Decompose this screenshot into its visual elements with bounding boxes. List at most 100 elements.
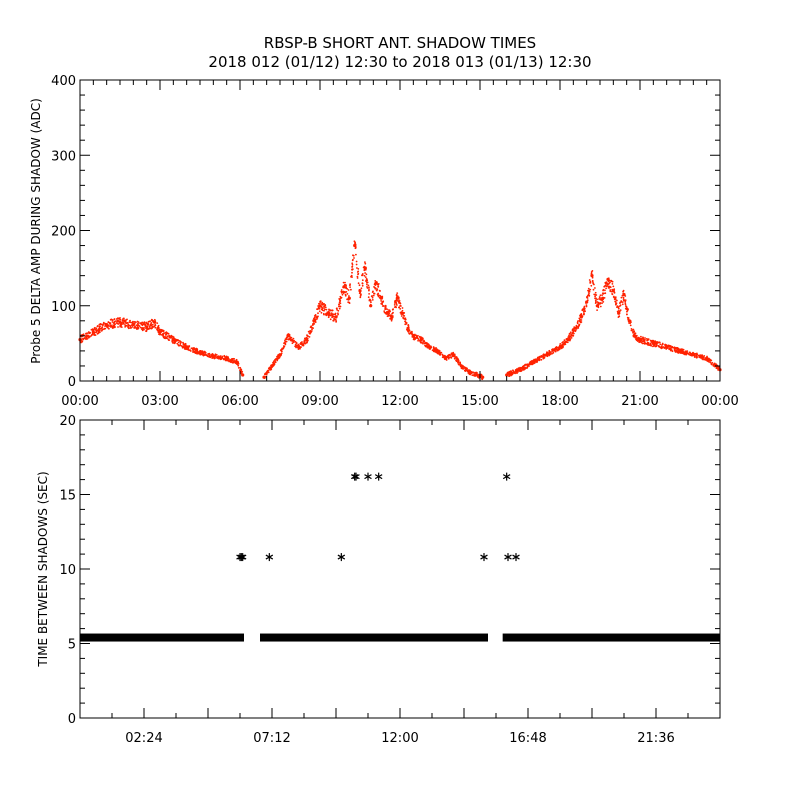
amplitude-texture-dot <box>580 321 583 323</box>
amplitude-texture-dot <box>507 371 510 374</box>
amplitude-texture-dot <box>393 304 396 306</box>
amplitude-texture-dot <box>521 366 523 369</box>
amplitude-texture-dot <box>111 321 114 323</box>
amplitude-texture-dot <box>377 285 379 288</box>
amplitude-texture-dot <box>644 338 646 341</box>
amplitude-texture-dot <box>367 284 370 287</box>
amplitude-texture-dot <box>591 280 594 283</box>
amplitude-texture-dot <box>366 283 368 286</box>
amplitude-texture-dot <box>599 302 601 304</box>
amplitude-texture-dot <box>538 358 541 361</box>
amplitude-texture-dot <box>92 331 95 334</box>
amplitude-texture-dot <box>649 342 652 345</box>
amplitude-texture-dot <box>429 345 432 347</box>
amplitude-texture-dot <box>666 345 669 348</box>
amplitude-texture-dot <box>316 308 319 311</box>
amplitude-texture-dot <box>163 337 166 340</box>
amplitude-texture-dot <box>594 295 596 298</box>
amplitude-texture-dot <box>351 263 354 266</box>
amplitude-texture-dot <box>535 358 537 360</box>
interval-point <box>350 472 359 481</box>
amplitude-texture-dot <box>428 347 431 350</box>
amplitude-texture-dot <box>667 344 670 347</box>
interval-plot-frame <box>79 419 721 719</box>
amplitude-texture-dot <box>162 332 165 335</box>
amplitude-texture-dot <box>594 299 597 302</box>
amplitude-texture-dot <box>626 310 628 313</box>
amplitude-texture-dot <box>136 328 138 330</box>
amplitude-texture-dot <box>611 293 614 296</box>
amplitude-texture-dot <box>165 336 168 339</box>
amplitude-texture-dot <box>168 334 171 337</box>
amplitude-texture-dot <box>86 338 89 340</box>
amplitude-texture-dot <box>605 285 608 288</box>
amplitude-texture-dot <box>333 313 336 316</box>
amplitude-texture-dot <box>469 373 472 376</box>
amplitude-texture-dot <box>154 323 157 326</box>
amplitude-texture-dot <box>431 349 434 352</box>
amplitude-texture-dot <box>386 308 388 311</box>
amplitude-texture-dot <box>677 351 679 354</box>
amplitude-texture-dot <box>292 337 295 340</box>
amplitude-x-tick-label: 21:00 <box>621 394 658 409</box>
amplitude-texture-dot <box>611 283 614 285</box>
amplitude-texture-dot <box>283 346 285 348</box>
amplitude-texture-dot <box>187 348 190 350</box>
amplitude-texture-dot <box>176 342 179 345</box>
amplitude-texture-dot <box>143 322 146 325</box>
amplitude-texture-dot <box>98 323 101 326</box>
amplitude-texture-dot <box>512 370 515 373</box>
amplitude-texture-dot <box>655 344 658 347</box>
amplitude-texture-dot <box>457 358 459 361</box>
amplitude-texture-dot <box>624 303 627 306</box>
amplitude-texture-dot <box>457 361 459 364</box>
amplitude-texture-dot <box>94 326 96 329</box>
amplitude-texture-dot <box>420 341 423 344</box>
amplitude-texture-dot <box>345 287 347 289</box>
amplitude-texture-dot <box>655 342 658 345</box>
amplitude-texture-dot <box>634 336 637 339</box>
amplitude-texture-dot <box>196 349 199 352</box>
amplitude-texture-dot <box>117 317 119 319</box>
amplitude-texture-dot <box>294 345 296 348</box>
amplitude-texture-dot <box>337 312 339 315</box>
amplitude-texture-dot <box>471 374 474 377</box>
amplitude-texture-dot <box>569 331 572 334</box>
amplitude-texture-dot <box>235 359 238 362</box>
amplitude-texture-dot <box>157 324 160 327</box>
amplitude-texture-dot <box>83 337 86 340</box>
amplitude-texture-dot <box>569 339 571 342</box>
amplitude-texture-dot <box>595 294 598 296</box>
amplitude-texture-dot <box>615 302 617 304</box>
amplitude-texture-dot <box>455 359 457 362</box>
amplitude-texture-dot <box>411 330 413 333</box>
amplitude-texture-dot <box>141 329 144 332</box>
amplitude-texture-dot <box>375 281 378 284</box>
amplitude-x-tick-label: 00:00 <box>61 394 98 409</box>
amplitude-texture-dot <box>616 299 618 302</box>
amplitude-texture-dot <box>323 307 325 309</box>
amplitude-texture-dot <box>462 365 464 367</box>
amplitude-texture-dot <box>481 375 484 378</box>
amplitude-texture-dot <box>331 315 334 317</box>
amplitude-texture-dot <box>376 283 379 286</box>
amplitude-texture-dot <box>312 322 315 325</box>
amplitude-texture-dot <box>127 326 129 329</box>
amplitude-texture-dot <box>642 338 645 341</box>
amplitude-texture-dot <box>608 282 611 284</box>
amplitude-texture-dot <box>514 369 517 371</box>
amplitude-texture-dot <box>399 308 402 310</box>
amplitude-texture-dot <box>267 371 270 374</box>
amplitude-texture-dot <box>677 347 680 350</box>
amplitude-texture-dot <box>583 305 586 308</box>
amplitude-texture-dot <box>573 329 576 331</box>
shadow-interval-chart: 0 5 10 15 20 02:24 07:12 12:00 16:48 21:36 TIME B… <box>36 414 721 746</box>
amplitude-texture-dot <box>301 344 304 346</box>
amplitude-texture-dot <box>89 335 91 338</box>
amplitude-texture-dot <box>236 361 239 364</box>
amplitude-texture-dot <box>229 358 231 361</box>
amplitude-texture-dot <box>511 372 514 375</box>
amplitude-texture-dot <box>273 362 275 365</box>
amplitude-texture-dot <box>403 317 406 320</box>
amplitude-texture-dot <box>116 320 119 323</box>
